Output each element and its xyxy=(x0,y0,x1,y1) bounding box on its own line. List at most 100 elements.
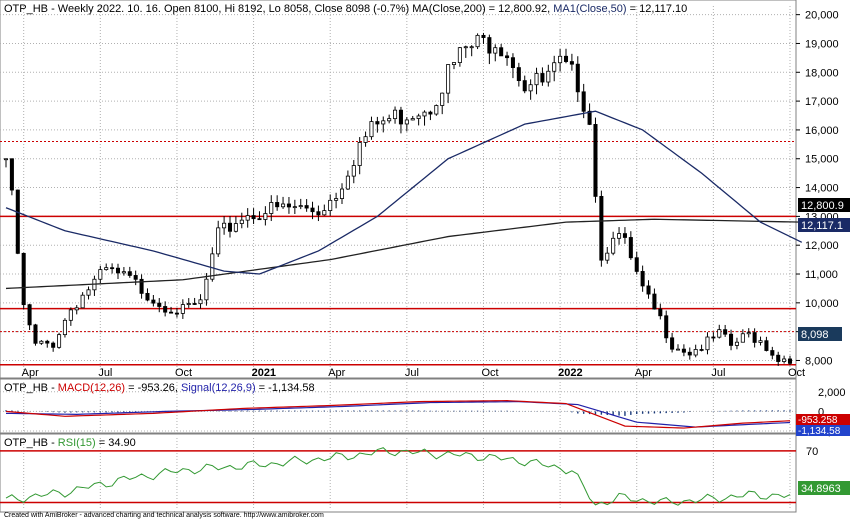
y-tick-label: 15,000 xyxy=(805,154,839,166)
candle-body xyxy=(357,142,362,166)
candle-body xyxy=(670,337,675,350)
candle-body xyxy=(339,188,345,199)
candle-body xyxy=(304,205,309,209)
candle-body xyxy=(787,358,793,364)
candle-body xyxy=(410,118,415,121)
candle-body xyxy=(110,267,115,270)
candle-body xyxy=(646,285,651,295)
macd-prefix: OTP_HB - xyxy=(4,382,58,394)
candle-body xyxy=(711,336,716,339)
candle-body xyxy=(86,289,91,296)
price-header: OTP_HB - Weekly 2022. 10. 16. Open 8100,… xyxy=(4,3,687,15)
candle-body xyxy=(764,340,769,351)
candle-body xyxy=(664,315,669,339)
candle-body xyxy=(699,349,704,351)
ma50-badge: 12,117.1 xyxy=(798,218,850,232)
candle-body xyxy=(658,308,663,317)
candle-body xyxy=(263,213,268,220)
x-tick-label: Oct xyxy=(788,367,805,379)
candle-body xyxy=(9,158,14,191)
candle-body xyxy=(758,340,763,343)
candle-body xyxy=(528,84,533,92)
macd-tick-label: 0 xyxy=(818,406,824,418)
ma200-value: = 12,800.92, xyxy=(486,3,554,15)
candle-body xyxy=(693,349,698,356)
candle-body xyxy=(363,136,368,143)
x-tick-label: Oct xyxy=(175,367,192,379)
candle-body xyxy=(457,47,462,63)
signal-label: Signal(12,26,9) xyxy=(181,382,256,394)
candle-body xyxy=(605,252,610,261)
x-tick-label: 2022 xyxy=(558,367,582,379)
grid-lines xyxy=(0,6,796,509)
price-pane xyxy=(0,0,797,379)
candle-body xyxy=(569,61,574,65)
candle-body xyxy=(675,348,681,351)
candle-body xyxy=(546,70,551,83)
candle-body xyxy=(463,46,468,49)
y-tick-label: 19,000 xyxy=(805,38,839,50)
candle-body xyxy=(752,332,757,343)
y-tick-label: 11,000 xyxy=(805,269,838,281)
rsi-prefix: OTP_HB - xyxy=(4,437,58,449)
candle-body xyxy=(127,271,132,276)
candle-body xyxy=(387,118,392,122)
ma50-value: = 12,117.10 xyxy=(627,3,688,15)
y-tick-label: 16,000 xyxy=(805,125,839,137)
candle-body xyxy=(617,233,622,239)
candle-body xyxy=(163,306,168,313)
candle-body xyxy=(157,302,162,307)
candle-body xyxy=(269,202,274,214)
candle-body xyxy=(192,303,197,305)
rsi-line xyxy=(5,447,791,506)
y-tick-label: 18,000 xyxy=(805,67,839,79)
y-tick-label: 14,000 xyxy=(805,183,839,195)
candle-body xyxy=(98,269,103,280)
candle-body xyxy=(516,67,521,82)
rsi-badge-text: 34.8963 xyxy=(801,483,841,495)
candle-body xyxy=(334,198,339,201)
candle-body xyxy=(239,219,244,224)
candle-body xyxy=(245,215,250,221)
candle-body xyxy=(599,195,604,261)
candle-body xyxy=(593,124,598,197)
candle-body xyxy=(186,303,191,305)
x-tick-label: 2021 xyxy=(252,367,276,379)
y-tick-label: 8,000 xyxy=(805,355,833,367)
candle-body xyxy=(292,206,297,209)
candle-body xyxy=(281,203,286,208)
candle-body xyxy=(21,252,26,306)
candle-body xyxy=(345,175,350,190)
candle-body xyxy=(723,329,728,335)
candle-body xyxy=(552,62,557,72)
candle-body xyxy=(558,55,563,64)
candle-body xyxy=(422,111,427,117)
candle-body xyxy=(322,210,327,216)
candle-body xyxy=(611,237,616,254)
candle-body xyxy=(328,199,333,211)
candle-body xyxy=(216,227,221,255)
candle-body xyxy=(15,189,20,254)
candle-body xyxy=(740,333,745,343)
macd-line xyxy=(5,400,791,429)
candle-body xyxy=(540,73,545,83)
candle-body xyxy=(469,46,474,49)
candle-body xyxy=(133,275,138,280)
candle-body xyxy=(27,304,32,326)
y-tick-label: 10,000 xyxy=(805,298,839,310)
candle-body xyxy=(233,223,238,232)
candle-body xyxy=(398,109,403,125)
candle-body xyxy=(174,312,179,315)
candle-body xyxy=(121,271,126,274)
ma200-label: MA(Close,200) xyxy=(412,3,485,15)
candle-body xyxy=(770,350,775,356)
y-tick-label: 20,000 xyxy=(805,10,839,22)
macd-value: = -953.26, xyxy=(125,382,181,394)
date-axis-ticks: Apr Jul Oct 2021 Apr Jul Oct 2022 Apr Jul Oct xyxy=(22,367,805,379)
candle-body xyxy=(575,63,580,93)
x-tick-label: Apr xyxy=(328,367,345,379)
candle-body xyxy=(351,165,356,177)
candle-body xyxy=(104,267,109,271)
candle-body xyxy=(746,332,751,335)
